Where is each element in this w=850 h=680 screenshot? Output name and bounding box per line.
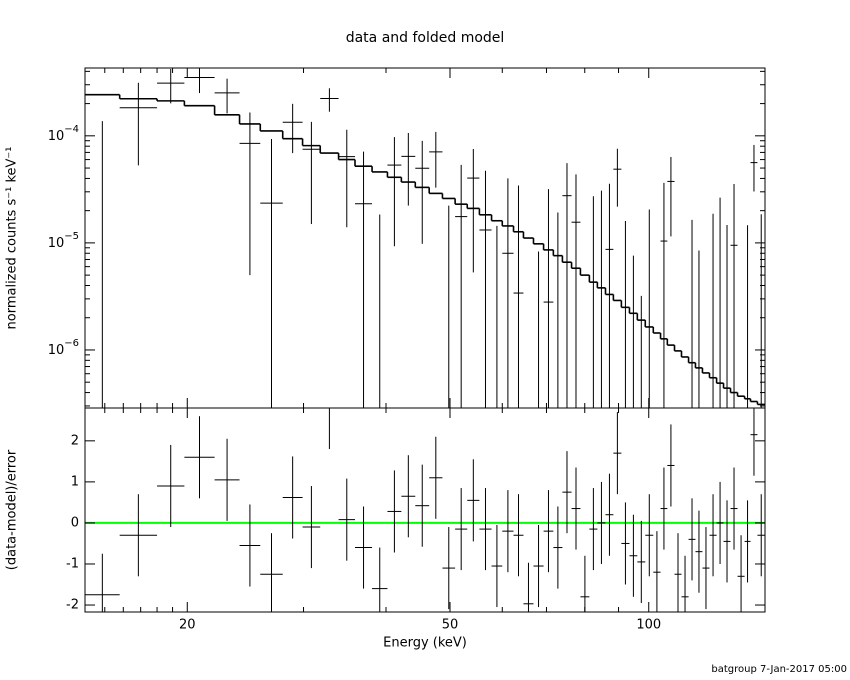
y-tick-label: 10−4 [48,124,79,144]
y-tick-label-exponent: −4 [64,124,79,135]
y-tick-label-base: 10 [48,128,65,143]
y-tick-label-exponent: −6 [64,338,79,349]
y-tick-label: 10−5 [48,231,79,251]
y-axis-label: normalized counts s⁻¹ keV⁻¹ [5,147,20,330]
y-tick-label: 10−6 [48,338,79,358]
y-tick-label-base: 10 [48,342,65,357]
y-tick-label: 0 [71,515,79,530]
panel-frame [84,407,766,613]
y-tick-label: -1 [66,556,79,571]
y-tick-label: -2 [66,598,79,613]
y-tick-label-base: 10 [48,235,65,250]
footer: batgroup 7-Jan-2017 05:00 [711,664,847,675]
y-tick-label: 2 [71,433,79,448]
y-axis-label: (data-model)/error [5,449,20,570]
x-axis-label: Energy (keV) [383,636,467,651]
plot-area [85,408,765,612]
x-tick-label: 100 [636,618,661,633]
x-tick-label: 20 [179,618,196,633]
y-tick-label-exponent: −5 [64,231,79,242]
x-tick-label: 50 [442,618,459,633]
y-tick-label: 1 [71,474,79,489]
chart-title: data and folded model [346,30,505,46]
plot-area [85,68,765,408]
